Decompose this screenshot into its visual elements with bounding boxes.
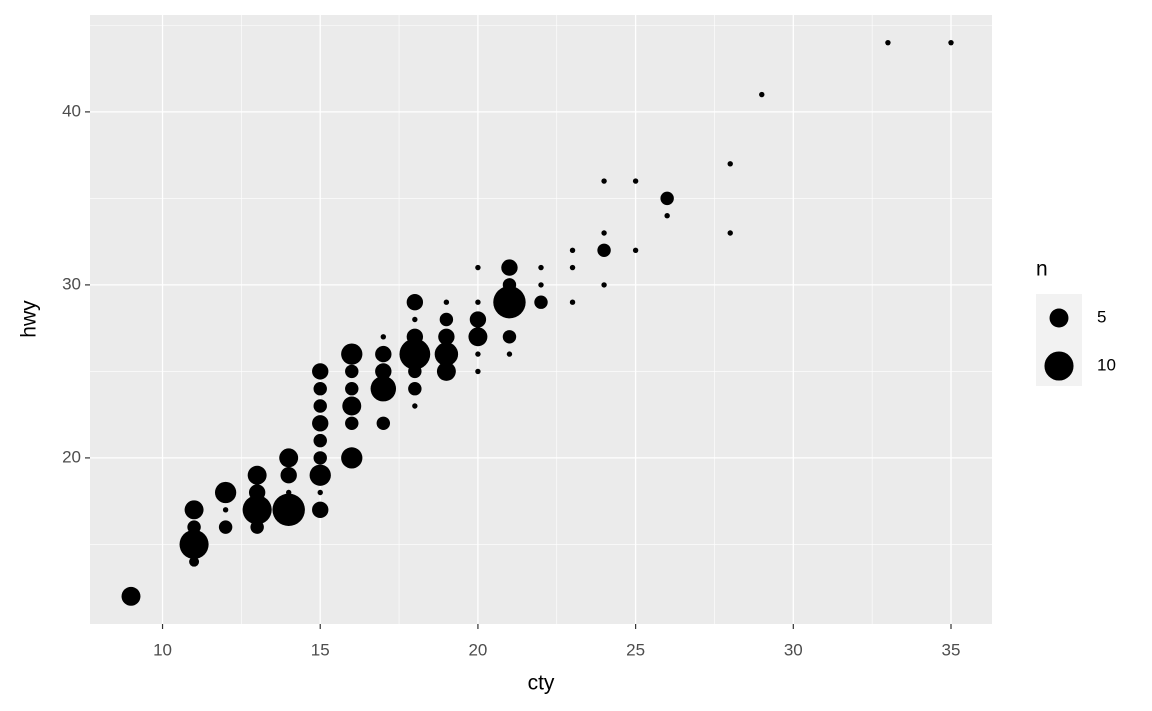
point [370, 375, 397, 402]
x-tick-label: 20 [468, 640, 487, 659]
point [538, 264, 544, 271]
y-tick-label: 20 [62, 447, 81, 466]
point [475, 264, 481, 271]
point [345, 416, 359, 431]
point [632, 247, 639, 253]
point [313, 399, 327, 413]
x-tick-label: 35 [942, 640, 961, 659]
point [538, 282, 544, 288]
point [534, 295, 548, 309]
y-axis-title: hwy [18, 300, 41, 338]
point [341, 447, 363, 469]
point [312, 415, 329, 432]
point [506, 351, 513, 357]
point [759, 91, 765, 98]
point [475, 368, 481, 375]
point [664, 212, 670, 219]
point [601, 282, 607, 288]
point [443, 299, 450, 305]
point [280, 467, 297, 484]
x-tick-label: 15 [311, 640, 330, 659]
point [727, 230, 733, 236]
point [469, 311, 487, 328]
point [412, 316, 418, 323]
point [439, 312, 454, 327]
point [434, 342, 459, 366]
x-tick-label: 10 [153, 640, 172, 659]
point [468, 327, 488, 347]
point [601, 178, 607, 184]
point [569, 247, 576, 253]
point [501, 259, 518, 276]
point [279, 448, 299, 468]
point [601, 230, 607, 236]
point [412, 403, 418, 409]
legend-key [1049, 308, 1069, 328]
point [313, 433, 327, 448]
point [502, 330, 517, 344]
point [569, 299, 576, 305]
point [569, 264, 576, 271]
point [345, 381, 359, 396]
point [247, 465, 267, 485]
x-tick-label: 25 [626, 640, 645, 659]
point [285, 489, 292, 496]
point [341, 343, 363, 365]
point [312, 363, 329, 380]
point [948, 39, 954, 46]
point [242, 495, 272, 525]
point [187, 520, 201, 534]
point [375, 363, 392, 380]
point [218, 520, 233, 534]
point [313, 451, 327, 465]
point [184, 500, 204, 520]
point [214, 481, 237, 504]
point [660, 191, 674, 206]
point [375, 345, 392, 363]
x-axis-title: cty [528, 672, 555, 695]
y-tick-label: 30 [62, 274, 81, 293]
point [345, 364, 359, 379]
point [317, 489, 323, 496]
point [406, 294, 424, 311]
point [399, 338, 431, 370]
point [309, 464, 331, 486]
legend-key [1044, 351, 1074, 381]
point [502, 278, 517, 292]
point [475, 299, 481, 305]
point [475, 351, 481, 357]
point [376, 416, 391, 431]
point [380, 334, 387, 340]
point [406, 328, 424, 345]
point [342, 396, 362, 416]
point [885, 39, 891, 46]
legend-label: 5 [1097, 307, 1106, 326]
point [436, 361, 456, 381]
x-tick-label: 30 [784, 640, 803, 659]
point [493, 285, 526, 319]
point [222, 507, 229, 513]
point [272, 493, 305, 527]
legend-label: 10 [1097, 355, 1116, 374]
point [189, 556, 200, 567]
grid [90, 15, 992, 624]
point [248, 484, 266, 501]
point [597, 243, 611, 258]
point [121, 586, 141, 606]
point [727, 161, 733, 167]
points [121, 39, 954, 606]
point [438, 328, 455, 345]
point [312, 501, 329, 518]
point [408, 381, 422, 396]
y-tick-label: 40 [62, 101, 81, 120]
panel [90, 15, 992, 624]
point [179, 529, 209, 559]
point [313, 381, 327, 396]
point [632, 178, 639, 184]
legend-title: n [1036, 258, 1048, 281]
